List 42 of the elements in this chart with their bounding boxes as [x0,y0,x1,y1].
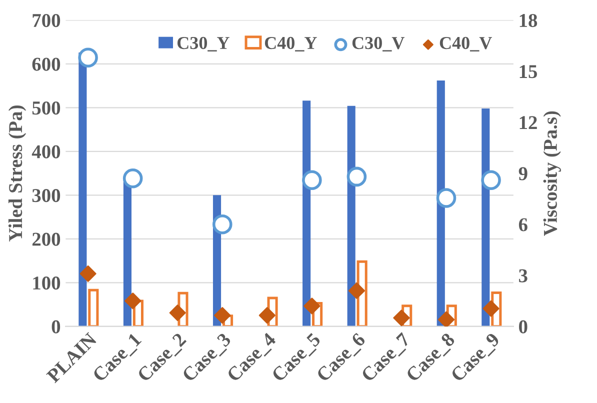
point [304,298,320,314]
point [124,292,142,310]
y-tick-label: 100 [33,276,60,290]
point [482,300,500,317]
point [80,265,96,282]
y2-tick-label: 12 [520,116,537,129]
y2-tick-label: 6 [518,218,528,232]
point [436,188,456,208]
point [169,304,186,322]
y-tick-label: 300 [32,188,60,202]
bar [436,80,445,326]
legend-label: C30_Y [177,36,230,52]
point [78,48,98,68]
y2-tick-label: 9 [518,167,528,180]
point [212,214,232,234]
y-tick-label: 700 [32,14,60,28]
y-tick-label: 0 [52,320,60,334]
point [258,307,276,324]
point [302,170,322,190]
point [214,307,231,324]
point [122,168,143,188]
point [438,311,455,326]
point [393,310,410,326]
y2-tick-label: 3 [519,269,528,282]
y2-tick-label: 15 [520,65,538,78]
y2-axis-title: Viscosity (Pa.s) [543,111,561,236]
point [348,282,366,299]
y2-tick-label: 18 [520,14,538,28]
y2-tick-label: 0 [519,320,528,334]
y-tick-label: 500 [32,101,60,115]
bar [123,180,132,326]
bar [88,288,99,326]
legend-label: C30_V [352,36,405,52]
y-axis-title: Yiled Stress (Pa) [8,106,26,242]
legend-label: C40_Y [264,36,317,52]
legend-label: C40_V [440,36,492,52]
point [346,166,367,187]
point [481,170,501,190]
y-tick-label: 600 [32,58,60,71]
y-tick-label: 200 [32,232,60,246]
y-tick-label: 400 [32,145,60,158]
bar [78,52,87,326]
